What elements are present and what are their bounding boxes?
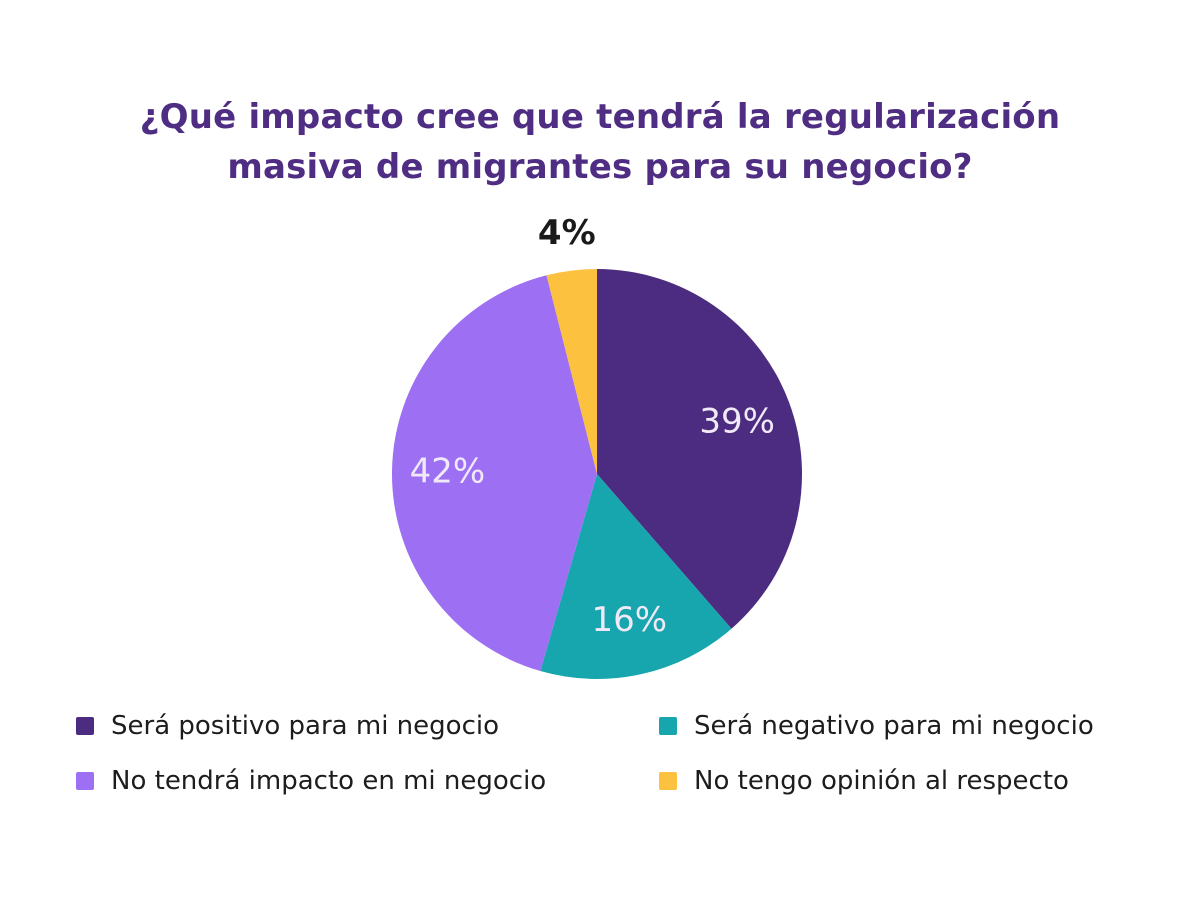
legend-label-negativo: Será negativo para mi negocio [694,711,1094,741]
legend: Será positivo para mi negocio Será negat… [76,712,1124,795]
legend-swatch-sin-impacto [76,772,94,790]
legend-swatch-negativo [659,717,677,735]
pie-slice-label-1: 16% [592,600,668,640]
legend-swatch-sin-opinion [659,772,677,790]
pie-slice-label-0: 39% [699,402,775,442]
chart-title: ¿Qué impacto cree que tendrá la regulari… [0,92,1200,192]
legend-item-negativo: Será negativo para mi negocio [659,712,1124,740]
legend-item-positivo: Será positivo para mi negocio [76,712,659,740]
pie-slice-2 [391,275,597,672]
legend-item-sin-opinion: No tengo opinión al respecto [659,767,1124,795]
legend-label-positivo: Será positivo para mi negocio [111,711,499,741]
legend-swatch-positivo [76,717,94,735]
pie-slice-label-2: 42% [410,452,486,492]
legend-label-sin-impacto: No tendrá impacto en mi negocio [111,766,547,796]
pie-slice-3 [546,268,597,474]
chart-title-line2: masiva de migrantes para su negocio? [227,147,973,187]
chart-title-line1: ¿Qué impacto cree que tendrá la regulari… [139,97,1061,137]
pie-slice-label-3: 4% [538,213,596,253]
pie-slice-0 [597,269,803,629]
legend-label-sin-opinion: No tengo opinión al respecto [694,766,1069,796]
pie-slice-1 [540,474,732,680]
legend-item-sin-impacto: No tendrá impacto en mi negocio [76,767,659,795]
